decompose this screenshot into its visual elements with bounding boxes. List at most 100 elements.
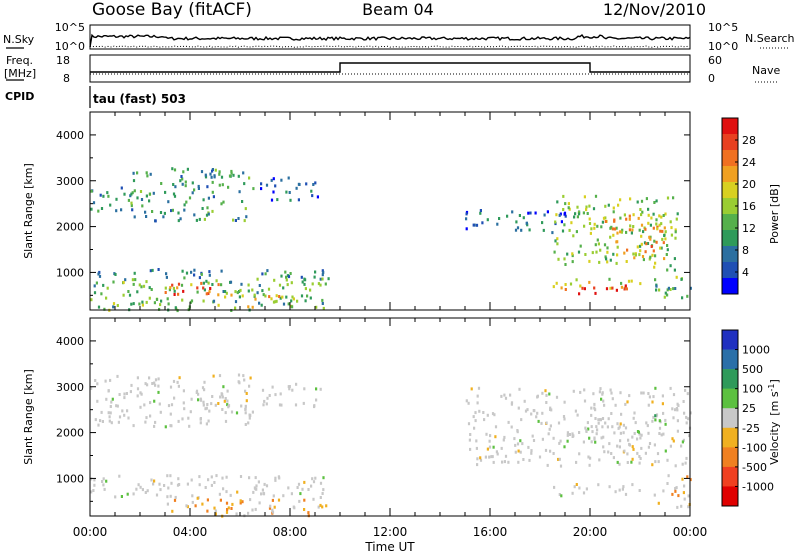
heat-cell (676, 429, 679, 433)
heat-cell (611, 286, 614, 290)
heat-cell (476, 394, 479, 398)
heat-cell (564, 283, 567, 286)
heat-cell (190, 397, 193, 401)
heat-cell (239, 288, 242, 292)
heat-cell (288, 387, 291, 391)
nsearch-tick-low: 10^0 (708, 40, 738, 53)
heat-cell (177, 219, 180, 223)
heat-cell (191, 191, 194, 195)
heat-cell (596, 224, 599, 228)
heat-cell (90, 298, 93, 302)
heat-cell (590, 440, 593, 444)
heat-cell (254, 507, 257, 511)
heat-cell (518, 214, 521, 217)
heat-cell (578, 212, 581, 216)
heat-cell (226, 399, 229, 403)
heat-cell (203, 388, 206, 392)
heat-cell (619, 439, 622, 443)
heat-cell (299, 492, 302, 496)
heat-cell (110, 421, 113, 425)
heat-cell (613, 431, 616, 435)
heat-cell (689, 411, 692, 415)
heat-cell (116, 404, 119, 408)
heat-cell (685, 421, 688, 425)
heat-cell (177, 211, 180, 215)
power-colorbar: 4 8 12 16 20 24 28 (721, 117, 756, 295)
power-ylabel: Slant Range [km] (22, 163, 35, 259)
heat-cell (114, 273, 117, 276)
heat-cell (278, 476, 281, 480)
heat-cell (631, 435, 634, 439)
heat-cell (689, 478, 692, 482)
heat-cell (297, 198, 300, 202)
heat-cell (641, 255, 645, 258)
heat-cell (672, 393, 676, 397)
heat-cell (211, 190, 214, 194)
heat-cell (307, 511, 310, 515)
heat-cell (297, 182, 300, 186)
heat-cell (600, 436, 603, 440)
heat-cell (474, 419, 477, 423)
heat-cell (102, 194, 105, 198)
heat-cell (235, 411, 239, 415)
heat-cell (282, 494, 285, 498)
heat-cell (160, 299, 163, 303)
heat-cell (493, 413, 496, 417)
heat-cell (598, 390, 601, 394)
heat-cell (586, 421, 589, 425)
heat-cell (504, 454, 508, 458)
heat-cell (256, 291, 259, 295)
heat-cell (262, 491, 265, 495)
heat-cell (200, 170, 204, 174)
heat-cell (131, 278, 134, 282)
heat-cell (303, 277, 306, 281)
heat-cell (563, 400, 566, 404)
heat-cell (209, 172, 212, 176)
heat-cell (190, 270, 193, 274)
heat-cell (311, 477, 314, 481)
heat-cell (180, 175, 183, 178)
heat-cell (475, 439, 478, 443)
heat-cell (575, 278, 578, 282)
heat-cell (206, 206, 209, 210)
heat-cell (189, 300, 192, 304)
heat-cell (217, 402, 220, 405)
heat-cell (144, 210, 147, 214)
heat-cell (610, 391, 613, 395)
heat-cell (234, 219, 237, 222)
heat-cell (619, 431, 622, 435)
heat-cell (96, 399, 99, 403)
heat-cell (169, 385, 173, 389)
heat-cell (648, 235, 651, 239)
heat-cell (157, 377, 160, 381)
heat-cell (236, 490, 239, 494)
heat-cell (190, 299, 194, 303)
heat-cell (636, 437, 639, 441)
heat-cell (647, 392, 650, 395)
heat-cell (237, 217, 240, 220)
heat-cell (213, 506, 216, 510)
heat-cell (626, 400, 629, 404)
heat-cell (200, 272, 203, 276)
heat-cell (667, 286, 670, 290)
heat-cell (639, 208, 642, 211)
heat-cell (230, 293, 233, 297)
heat-cell (660, 433, 663, 437)
heat-cell (520, 228, 523, 232)
heat-cell (319, 387, 322, 391)
heat-cell (195, 218, 198, 222)
heat-cell (172, 286, 175, 290)
heat-cell (545, 401, 548, 404)
heat-cell (270, 178, 273, 182)
heat-cell (245, 392, 248, 395)
heat-cell (486, 413, 489, 417)
heat-cell (99, 419, 102, 423)
heat-cell (241, 200, 244, 203)
heat-cell (184, 180, 187, 184)
heat-cell (575, 460, 578, 464)
heat-cell (535, 415, 538, 419)
heat-cell (274, 478, 277, 482)
heat-cell (244, 423, 247, 426)
heat-cell (290, 492, 293, 496)
heat-cell (571, 491, 574, 495)
